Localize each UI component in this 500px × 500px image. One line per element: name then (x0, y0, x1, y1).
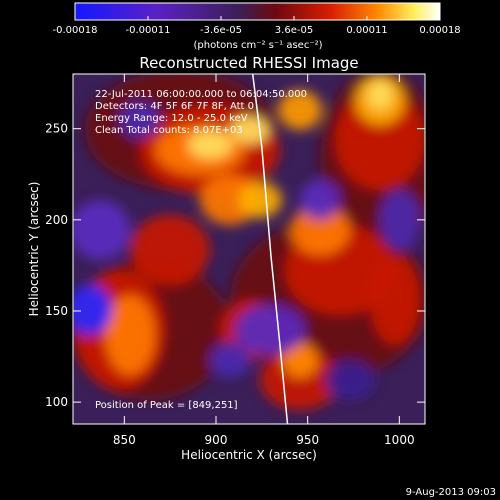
solar-limb-line (251, 74, 289, 424)
x-axis-label: Heliocentric X (arcsec) (181, 448, 317, 462)
intensity-blob (73, 200, 130, 260)
intensity-blob (120, 102, 160, 138)
intensity-blob (370, 255, 420, 345)
info-line-counts: Clean Total counts: 8.07E+03 (95, 125, 243, 136)
colorbar-tick-label: -0.00018 (53, 25, 98, 36)
heatmap-image (73, 74, 425, 424)
info-line-time: 22-Jul-2011 06:00:00.000 to 06:04:50.000 (95, 89, 307, 100)
intensity-blob (130, 215, 210, 285)
colorbar-tick-label: 0.00011 (346, 25, 387, 36)
intensity-blob (380, 190, 420, 250)
intensity-blob (282, 342, 318, 378)
x-tick-label: 950 (296, 433, 319, 447)
intensity-blob (188, 131, 232, 159)
intensity-blob (210, 342, 250, 378)
y-tick-label: 100 (45, 395, 68, 409)
intensity-blob (278, 90, 322, 130)
x-axis-ticks: 850 900 950 1000 (113, 74, 415, 447)
plot-title: Reconstructed RHESSI Image (139, 54, 358, 72)
footer-date: 9-Aug-2013 09:03 (406, 487, 496, 498)
y-tick-label: 250 (45, 122, 68, 136)
y-axis-label: Heliocentric Y (arcsec) (27, 182, 41, 317)
x-tick-label: 850 (113, 433, 136, 447)
peak-position-label: Position of Peak = [849,251] (95, 400, 238, 411)
intensity-blob (335, 90, 425, 190)
colorbar-tick-label: -3.6e-05 (200, 25, 242, 36)
colorbar-tick-label: -0.00011 (126, 25, 171, 36)
y-axis-ticks: 100 150 200 250 (45, 122, 425, 409)
colorbar-ticks (74, 16, 441, 20)
y-tick-label: 200 (45, 213, 68, 227)
colorbar-units: (photons cm⁻² s⁻¹ asec⁻²) (193, 40, 322, 51)
info-line-detectors: Detectors: 4F 5F 6F 7F 8F, Att 0 (95, 101, 254, 112)
colorbar-tick-label: 0.00018 (419, 25, 460, 36)
intensity-blob (300, 180, 340, 220)
info-line-energy: Energy Range: 12.0 - 25.0 keV (95, 113, 248, 124)
intensity-blob (260, 350, 340, 410)
intensity-blob (235, 305, 305, 355)
y-tick-label: 150 (45, 304, 68, 318)
intensity-blob (368, 81, 392, 109)
colorbar-tick-labels: -0.00018 -0.00011 -3.6e-05 3.6e-05 0.00011 0.… (53, 25, 461, 36)
intensity-blob (73, 285, 112, 335)
intensity-blob (105, 295, 155, 375)
intensity-blob (290, 205, 350, 255)
x-tick-label: 900 (205, 433, 228, 447)
intensity-blob (238, 182, 282, 218)
plot-frame (72, 73, 426, 425)
colorbar (74, 2, 441, 21)
colorbar-tick-label: 3.6e-05 (275, 25, 313, 36)
intensity-blob (325, 360, 375, 400)
info-block: 22-Jul-2011 06:00:00.000 to 06:04:50.000… (95, 89, 307, 136)
x-tick-label: 1000 (384, 433, 415, 447)
